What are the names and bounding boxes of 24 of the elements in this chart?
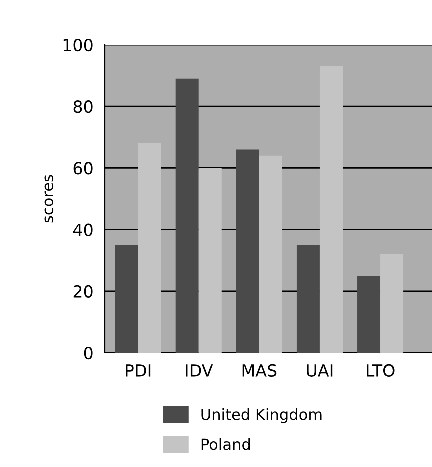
y-tick-label: 60 — [74, 162, 93, 175]
x-tick-label: UAI — [307, 364, 333, 378]
bar — [176, 78, 199, 353]
y-tick-label: 100 — [64, 38, 93, 52]
x-tick-label: PDI — [126, 364, 151, 377]
bar — [296, 245, 320, 353]
y-tick-label: 20 — [74, 285, 93, 298]
legend-label: Poland — [202, 438, 250, 450]
y-tick-label: 40 — [73, 224, 93, 236]
y-tick-label: 0 — [84, 346, 93, 360]
bar — [236, 150, 260, 353]
bar — [198, 168, 222, 353]
x-tick-label: MAS — [242, 364, 277, 378]
bar — [138, 144, 162, 353]
x-tick-label: LTO — [367, 364, 395, 378]
y-axis-title: scores — [44, 175, 54, 223]
bar — [115, 245, 138, 353]
bar — [358, 276, 381, 353]
y-tick-label: 80 — [74, 100, 93, 114]
legend-label: United Kingdom — [202, 408, 322, 424]
bar — [380, 254, 404, 353]
bar — [259, 156, 282, 353]
bar — [320, 66, 343, 353]
x-tick-label: IDV — [186, 364, 214, 377]
